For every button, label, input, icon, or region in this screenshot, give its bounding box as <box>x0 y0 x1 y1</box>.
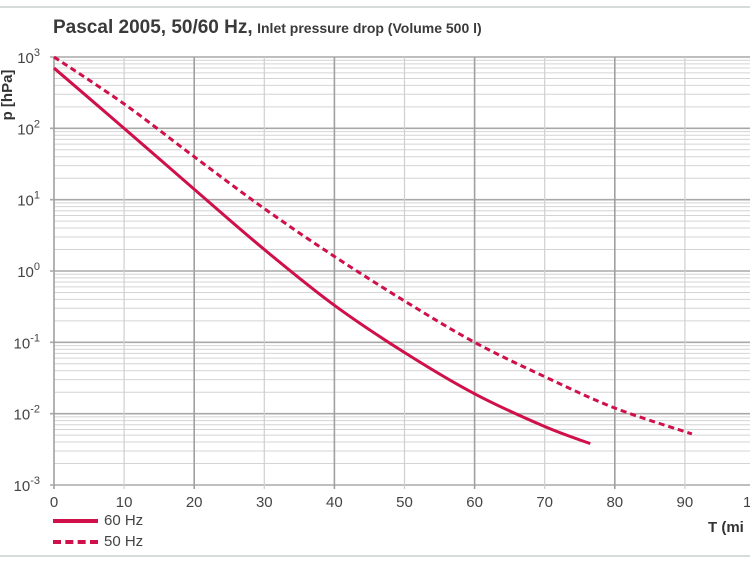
y-tick-label: 102 <box>17 118 40 138</box>
legend-swatch-dashed <box>53 539 98 544</box>
x-tick-label: 50 <box>396 494 413 511</box>
x-axis-label: T (mi <box>708 519 744 536</box>
y-tick-label: 10-1 <box>14 332 40 352</box>
y-tick-label: 103 <box>17 47 40 67</box>
x-tick-label: 70 <box>536 494 553 511</box>
x-tick-label: 20 <box>186 494 203 511</box>
x-tick-label: 80 <box>606 494 623 511</box>
x-tick-label: 60 <box>466 494 483 511</box>
legend-item-50hz: 50 Hz <box>53 533 143 550</box>
legend-label-50hz: 50 Hz <box>104 533 144 550</box>
x-tick-label: 90 <box>677 494 694 511</box>
y-tick-label: 100 <box>17 261 40 281</box>
chart-subtitle: Inlet pressure drop (Volume 500 l) <box>257 20 482 36</box>
y-tick-label: 10-3 <box>14 475 40 495</box>
top-frame-line <box>0 6 750 8</box>
y-axis-label: p [hPa] <box>0 70 16 121</box>
legend-label-60hz: 60 Hz <box>104 512 144 529</box>
x-tick-label: 1 <box>743 494 750 511</box>
x-tick-label: 40 <box>326 494 343 511</box>
chart-title: Pascal 2005, 50/60 Hz, Inlet pressure dr… <box>53 17 482 39</box>
chart-title-main: Pascal 2005, 50/60 Hz, <box>53 17 253 38</box>
series-line-50hz <box>53 55 693 436</box>
x-tick-label: 0 <box>50 494 58 511</box>
y-tick-label: 101 <box>17 190 40 210</box>
x-tick-label: 30 <box>256 494 273 511</box>
x-tick-label: 10 <box>116 494 133 511</box>
legend-swatch-solid <box>53 518 98 523</box>
legend-item-60hz: 60 Hz <box>53 512 143 529</box>
series-line-60hz <box>53 66 591 446</box>
y-tick-label: 10-2 <box>14 404 40 424</box>
bottom-frame-line <box>0 555 750 557</box>
